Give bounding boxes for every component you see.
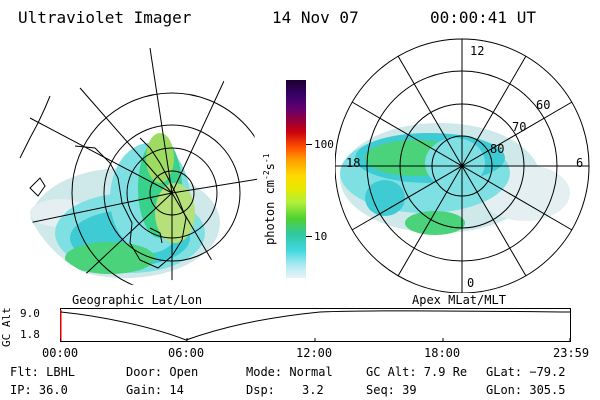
dsp-info-label: Dsp: [246,383,275,397]
timeline-y-axis-label: GC Alt [0,307,13,347]
dsp-info-value: 3.2 [302,383,324,397]
colorbar [286,80,306,278]
colorbar-unit-label: photon cm-2s-1 [262,153,277,245]
filter-info: Flt: LBHL [10,365,76,379]
left-aurora-image [30,133,220,278]
mlt-label-18: 18 [346,156,361,170]
timeline-x-tick: 23:59 [553,346,590,360]
lat-label-80: 80 [490,142,505,156]
timeline-y-tick: 1.8 [20,328,40,341]
timeline-x-tick: 18:00 [424,346,461,360]
colorbar-tick-label: 100 [314,138,334,151]
colorbar-tick-10 [306,236,312,237]
left-map-label: Geographic Lat/Lon [72,293,203,307]
mlt-label-0: 0 [467,276,475,290]
altitude-curve [60,310,572,341]
altitude-timeline-plot [60,308,572,342]
lat-label-60: 60 [536,98,551,112]
gc-alt-info: GC Alt: 7.9 Re [366,365,468,379]
timeline-y-tick: 9.0 [20,307,40,320]
right-aurora-image [340,123,570,235]
colorbar-tick-100 [306,144,312,145]
timeline-x-tick: 06:00 [168,346,205,360]
colorbar-tick-label: 10 [314,230,328,243]
right-map-label: Apex MLat/MLT [412,293,506,307]
apex-map [335,38,590,293]
glat-info: GLat: −79.2 [486,365,566,379]
coastline [74,137,187,269]
glon-info: GLon: 305.5 [486,383,566,397]
gain-info: Gain: 14 [126,383,184,397]
lat-label-70: 70 [512,120,527,134]
timeline-x-tick: 12:00 [296,346,333,360]
ip-info: IP: 36.0 [10,383,68,397]
header-time: 00:00:41 UT [430,8,536,27]
geographic-map [18,47,258,285]
seq-info: Seq: 39 [366,383,417,397]
mode-info: Mode: Normal [246,365,333,379]
mlt-label-6: 6 [576,156,584,170]
timeline-x-tick: 00:00 [42,346,79,360]
mlt-label-12: 12 [470,44,485,58]
app-title: Ultraviolet Imager [18,8,192,27]
door-info: Door: Open [126,365,199,379]
header-date: 14 Nov 07 [272,8,359,27]
